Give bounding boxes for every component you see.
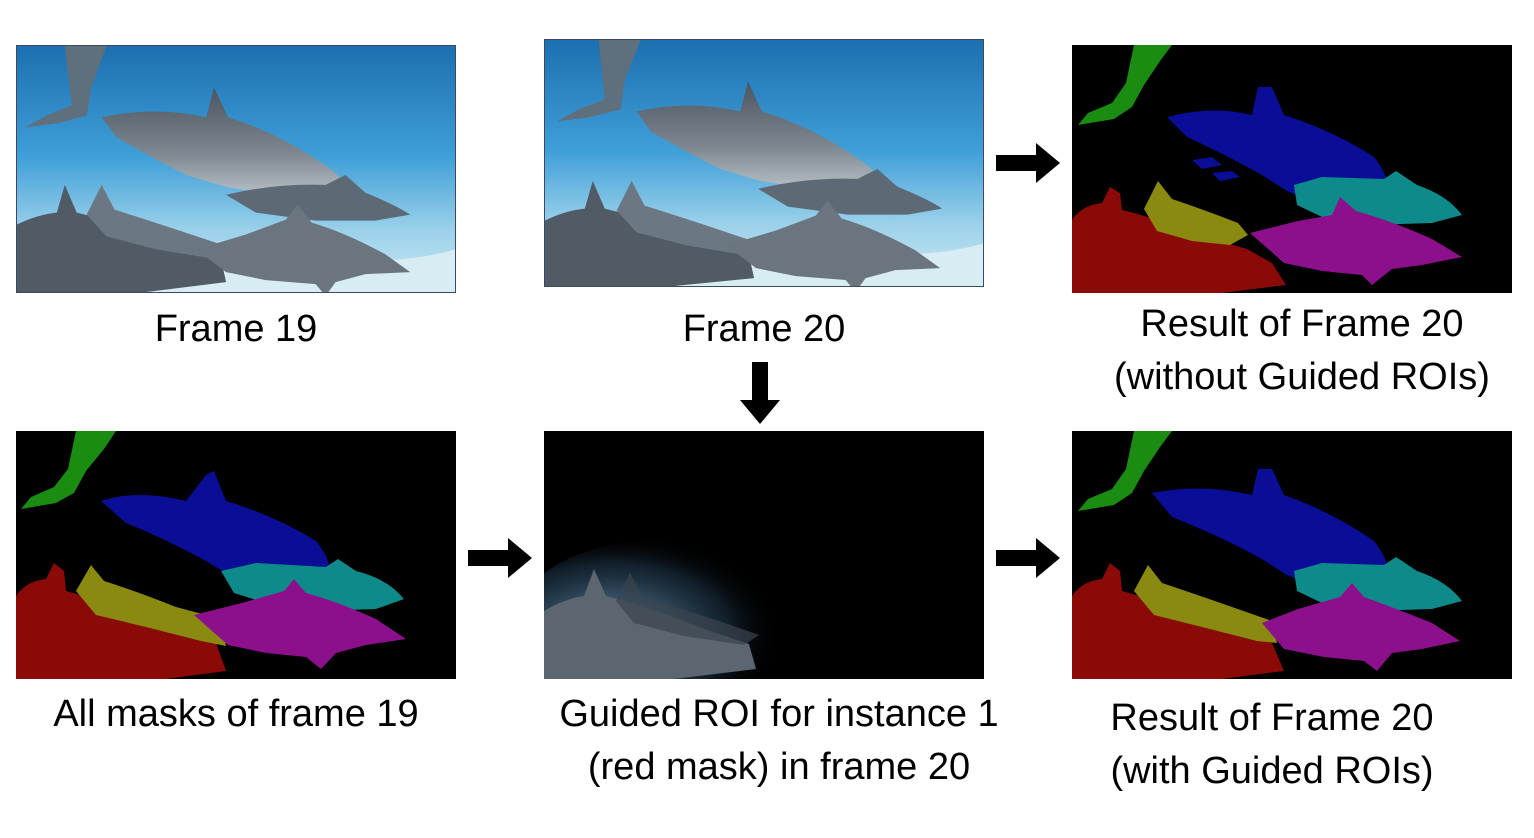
frame-19-image bbox=[16, 45, 456, 293]
all-masks-caption: All masks of frame 19 bbox=[53, 693, 419, 735]
arrow-right-icon bbox=[996, 538, 1060, 578]
arrow-right-icon bbox=[468, 538, 532, 578]
arrow-right-icon bbox=[996, 143, 1060, 183]
result-with-caption: Result of Frame 20 (with Guided ROIs) bbox=[1042, 692, 1502, 798]
result-with-caption-line2: (with Guided ROIs) bbox=[1110, 750, 1434, 792]
result-with-caption-line1: Result of Frame 20 bbox=[1110, 697, 1434, 739]
arrow-down-icon bbox=[740, 362, 780, 424]
guided-roi-caption-line2: (red mask) in frame 20 bbox=[587, 746, 971, 788]
frame-20-image bbox=[544, 39, 984, 287]
guided-roi-caption-line1: Guided ROI for instance 1 bbox=[559, 693, 999, 735]
guided-roi-caption: Guided ROI for instance 1 (red mask) in … bbox=[524, 688, 1034, 794]
frame-20-caption: Frame 20 bbox=[682, 308, 846, 350]
frame-19-caption: Frame 19 bbox=[154, 308, 318, 350]
result-without-guided-rois-image bbox=[1072, 45, 1512, 293]
result-with-guided-rois-image bbox=[1072, 431, 1512, 679]
result-without-caption-line1: Result of Frame 20 bbox=[1140, 303, 1464, 345]
all-masks-frame-19-image bbox=[16, 431, 456, 679]
guided-roi-image bbox=[544, 431, 984, 679]
result-without-caption-line2: (without Guided ROIs) bbox=[1114, 356, 1490, 398]
result-without-caption: Result of Frame 20 (without Guided ROIs) bbox=[1072, 298, 1532, 404]
